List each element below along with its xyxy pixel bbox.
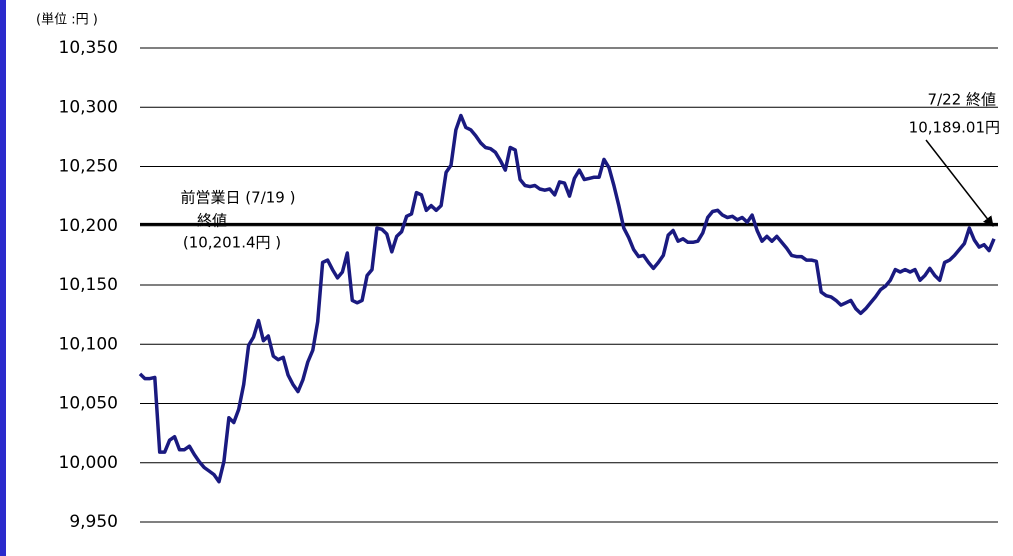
ref-label: 前営業日 (7/19 ) (181, 189, 296, 207)
y-tick-label: 9,950 (69, 512, 118, 532)
ref-label: 終値 (197, 212, 227, 230)
y-tick-label: 10,000 (59, 453, 118, 473)
y-tick-label: 10,250 (59, 157, 118, 177)
y-tick-label: 10,150 (59, 275, 118, 295)
left-border (0, 0, 6, 556)
close-label: 7/22 終値 (928, 91, 996, 109)
y-tick-label: 10,200 (59, 216, 118, 236)
price-line (138, 113, 996, 484)
y-tick-label: 10,350 (59, 38, 118, 58)
close-label: 10,189.01円 (909, 119, 1000, 137)
close-arrow (925, 139, 994, 227)
y-tick-label: 10,100 (59, 334, 118, 354)
ref-label: (10,201.4円 ) (183, 234, 281, 252)
y-tick-label: 10,050 (59, 394, 118, 414)
unit-label: (単位 :円 ) (36, 12, 98, 28)
y-tick-label: 10,300 (59, 97, 118, 117)
